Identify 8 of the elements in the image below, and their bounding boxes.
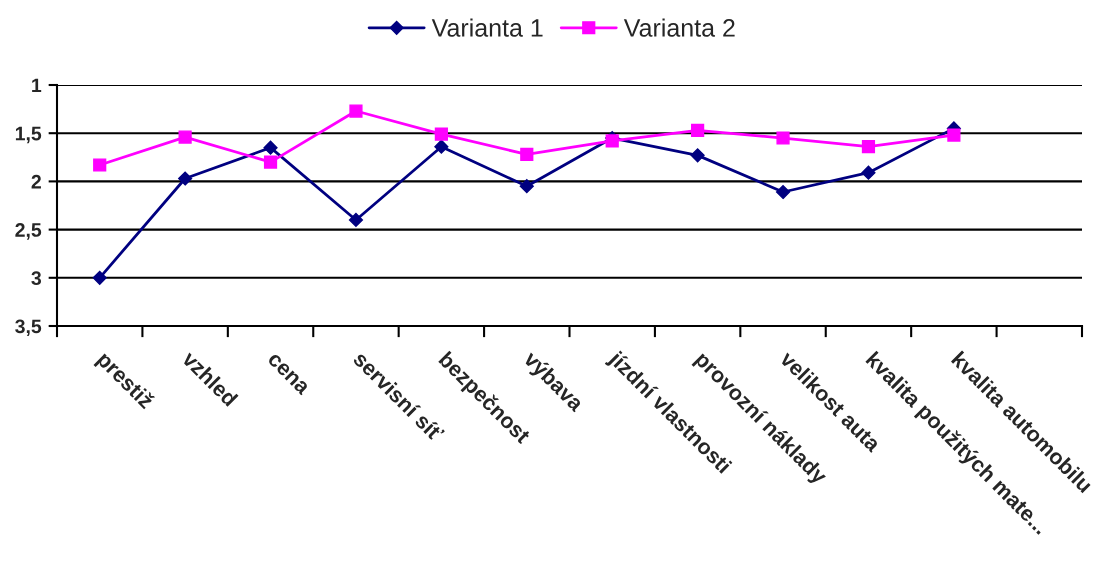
legend-label: Varianta 1 (431, 18, 543, 37)
y-tick-label: 3 (31, 271, 42, 286)
y-tick-label: 2 (31, 174, 41, 189)
legend-label: Varianta 2 (623, 18, 735, 37)
y-tick-label: 3,5 (15, 319, 42, 337)
y-tick-label: 1 (32, 78, 42, 93)
y-tick-label: 1,5 (15, 126, 42, 144)
y-tick-label: 2,5 (15, 223, 42, 240)
